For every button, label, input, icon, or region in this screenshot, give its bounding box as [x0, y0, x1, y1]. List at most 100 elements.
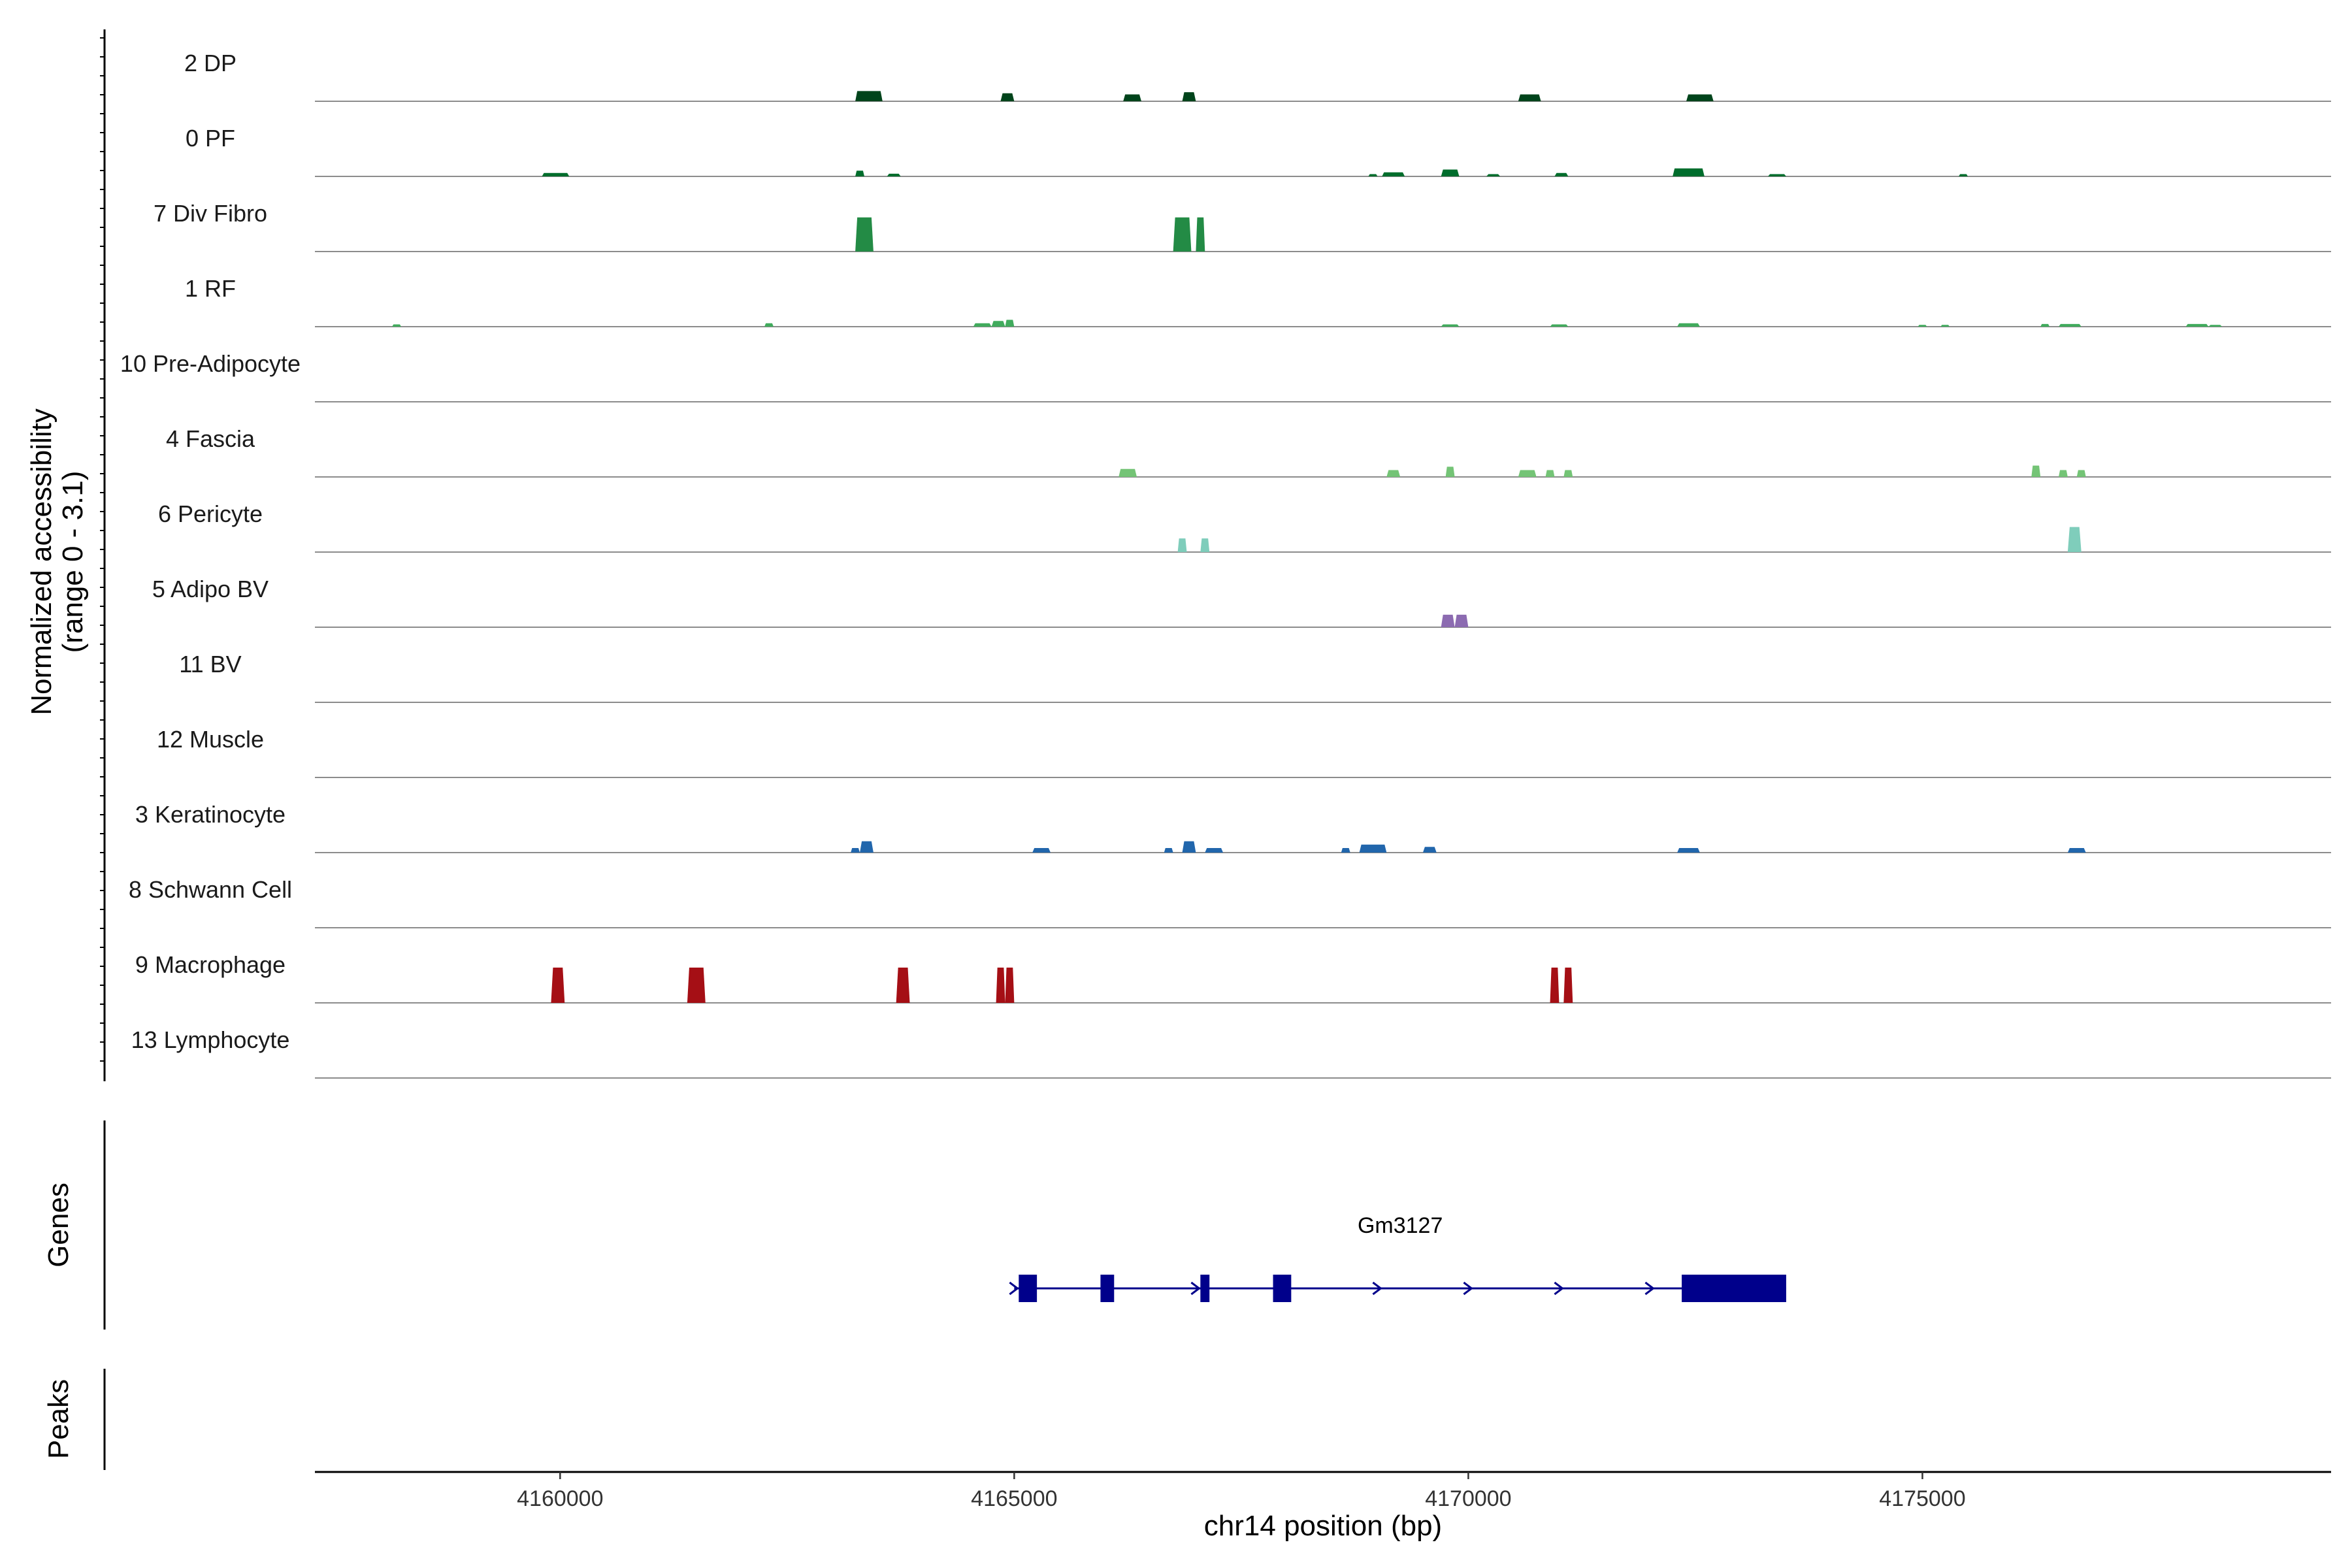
coverage-peak — [1686, 94, 1714, 101]
coverage-peak — [1177, 538, 1187, 552]
coverage-peak — [855, 217, 874, 252]
coverage-peak — [1182, 841, 1196, 853]
coverage-peak — [1386, 470, 1401, 477]
coverage-peak — [896, 968, 910, 1003]
coverage-peak — [1486, 174, 1501, 176]
coverage-peak — [855, 171, 865, 176]
coverage-peak — [1518, 94, 1541, 101]
coverage-peak — [996, 968, 1005, 1003]
genes-panel-title: Genes — [42, 1183, 74, 1267]
coverage-peak — [2208, 325, 2223, 327]
track-label: 6 Pericyte — [158, 500, 263, 527]
strand-arrow — [1554, 1281, 1564, 1296]
x-axis-title: chr14 position (bp) — [1204, 1510, 1442, 1542]
track-label: 9 Macrophage — [135, 951, 286, 978]
track-2-dp: 2 DP — [184, 50, 2331, 102]
peaks-panel-title: Peaks — [42, 1379, 74, 1459]
x-tick-label-1: 4165000 — [971, 1486, 1057, 1511]
coverage-y-ticks — [100, 37, 105, 1062]
coverage-peak — [542, 172, 570, 176]
coverage-peak — [2058, 323, 2082, 327]
x-tick-label-3: 4175000 — [1879, 1486, 1965, 1511]
coverage-peak — [1441, 324, 1460, 327]
track-12-muscle: 12 Muscle — [157, 726, 2331, 778]
gene-exon — [1682, 1275, 1786, 1302]
coverage-peak — [2185, 323, 2209, 327]
track-label: 8 Schwann Cell — [129, 876, 292, 903]
coverage-peak — [1918, 325, 1927, 327]
track-1-rf: 1 RF — [185, 275, 2331, 327]
track-3-keratinocyte: 3 Keratinocyte — [135, 801, 2331, 853]
track-label: 3 Keratinocyte — [135, 801, 286, 828]
track-label: 10 Pre-Adipocyte — [120, 350, 301, 377]
coverage-peak — [1518, 470, 1537, 477]
coverage-peak — [1445, 466, 1455, 477]
coverage-peak — [1441, 614, 1455, 627]
coverage-peak — [1550, 324, 1569, 327]
coverage-peak — [1563, 968, 1573, 1003]
coverage-peak — [1454, 614, 1469, 627]
coverage-peak — [1545, 470, 1555, 477]
track-label: 2 DP — [184, 50, 237, 76]
coverage-peak — [1368, 174, 1378, 176]
track-11-bv: 11 BV — [179, 651, 2331, 703]
coverage-peak — [1173, 217, 1192, 252]
coverage-tracks: 2 DP 0 PF 7 Div Fibro 1 RF 10 Pre-Adipocyte 4… — [120, 50, 2331, 1079]
coverage-peak — [1123, 94, 1141, 101]
x-axis-ticks: 4160000 4165000 4170000 4175000 — [517, 1472, 1966, 1511]
track-5-adipo-bv: 5 Adipo BV — [152, 576, 2331, 628]
x-tick-label-0: 4160000 — [517, 1486, 603, 1511]
track-8-schwann-cell: 8 Schwann Cell — [129, 876, 2331, 928]
coverage-peak — [1677, 323, 1700, 327]
x-tick-label-2: 4170000 — [1425, 1486, 1511, 1511]
coverage-peak — [973, 323, 992, 327]
track-13-lymphocyte: 13 Lymphocyte — [131, 1026, 2331, 1079]
coverage-peak — [1032, 848, 1051, 853]
coverage-peak — [1768, 174, 1786, 176]
coverage-peak — [991, 321, 1005, 327]
coverage-peak — [1563, 470, 1573, 477]
coverage-peak — [2076, 470, 2086, 477]
strand-arrow — [1372, 1281, 1382, 1296]
strand-arrow — [1009, 1281, 1019, 1296]
strand-arrow — [1190, 1281, 1201, 1296]
coverage-peak — [1005, 968, 1015, 1003]
track-label: 0 PF — [186, 125, 235, 152]
coverage-peak — [1422, 847, 1437, 853]
coverage-peak — [887, 173, 901, 176]
coverage-peak — [1005, 319, 1015, 327]
track-label: 5 Adipo BV — [152, 576, 269, 602]
coverage-peak — [1554, 172, 1569, 176]
coverage-peak — [2067, 848, 2086, 853]
coverage-peak — [764, 323, 774, 327]
coverage-peak — [1441, 169, 1460, 176]
strand-arrow — [1463, 1281, 1473, 1296]
gene-exon — [1200, 1275, 1210, 1302]
coverage-peak — [1359, 844, 1387, 853]
coverage-peak — [1182, 92, 1196, 101]
coverage-peak — [687, 968, 706, 1003]
strand-arrow — [1644, 1281, 1655, 1296]
coverage-peak — [1119, 468, 1137, 477]
track-label: 13 Lymphocyte — [131, 1026, 290, 1053]
coverage-peak — [855, 91, 883, 101]
coverage-peak — [1673, 168, 1705, 176]
coverage-peak — [551, 968, 565, 1003]
coverage-peak — [392, 324, 402, 327]
track-label: 12 Muscle — [157, 726, 264, 753]
gene-exon — [1273, 1275, 1292, 1302]
coverage-peak — [1677, 848, 1700, 853]
gene-exon — [1019, 1275, 1037, 1302]
coverage-peak — [1550, 968, 1560, 1003]
track-9-macrophage: 9 Macrophage — [135, 951, 2331, 1004]
coverage-peak — [2058, 470, 2068, 477]
coverage-peak — [1341, 848, 1350, 853]
track-10-pre-adipocyte: 10 Pre-Adipocyte — [120, 350, 2331, 402]
gene-name-label: Gm3127 — [1358, 1213, 1443, 1238]
coverage-peak — [2031, 465, 2041, 477]
coverage-peak — [2067, 527, 2082, 552]
coverage-y-axis-range: (range 0 - 3.1) — [57, 471, 89, 653]
coverage-peak — [1205, 848, 1224, 853]
track-label: 7 Div Fibro — [154, 200, 267, 227]
